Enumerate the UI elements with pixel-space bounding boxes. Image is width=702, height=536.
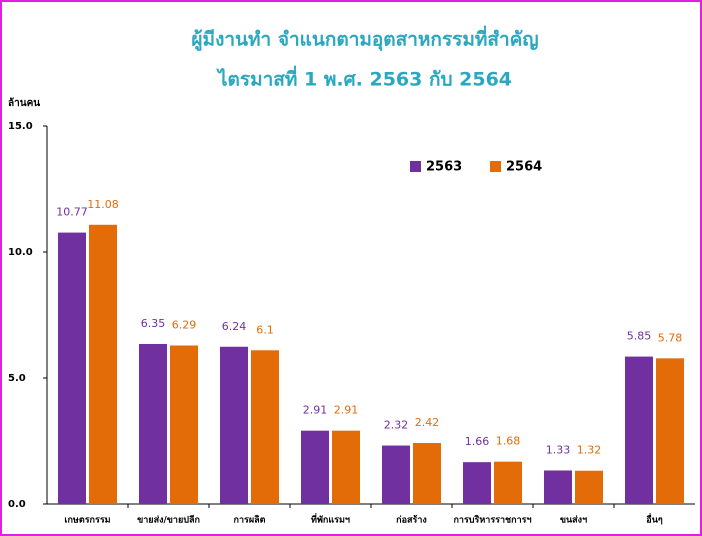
x-tick-label: การผลิต bbox=[234, 515, 266, 526]
page: {"chart_data": {"type": "bar", "title": … bbox=[0, 0, 702, 536]
bar bbox=[89, 225, 117, 504]
value-label: 1.68 bbox=[496, 435, 521, 448]
value-label: 1.32 bbox=[577, 444, 602, 457]
value-label: 5.85 bbox=[627, 330, 652, 343]
legend-swatch bbox=[490, 161, 501, 172]
x-tick-label: การบริหารราชการฯ bbox=[453, 515, 531, 526]
bar bbox=[382, 446, 410, 504]
bar bbox=[494, 462, 522, 504]
legend-swatch bbox=[410, 161, 421, 172]
y-tick-label: 10.0 bbox=[8, 247, 33, 258]
value-label: 2.91 bbox=[303, 404, 328, 417]
value-label: 6.1 bbox=[256, 323, 274, 336]
value-label: 5.78 bbox=[658, 331, 683, 344]
bar bbox=[220, 347, 248, 504]
y-axis-label: ล้านคน bbox=[8, 97, 40, 109]
bar bbox=[575, 471, 603, 504]
legend-label: 2564 bbox=[506, 160, 542, 175]
y-tick-label: 0.0 bbox=[8, 499, 26, 510]
bar bbox=[413, 443, 441, 504]
legend-label: 2563 bbox=[426, 160, 462, 175]
bar bbox=[58, 233, 86, 504]
bar bbox=[625, 357, 653, 504]
y-tick-label: 5.0 bbox=[8, 373, 26, 384]
bar bbox=[656, 358, 684, 504]
value-label: 6.24 bbox=[222, 320, 247, 333]
chart: ผู้มีงานทำ จำแนกตามอุตสาหกรรมที่สำคัญ ไต… bbox=[0, 0, 702, 536]
chart-subtitle: ไตรมาสที่ 1 พ.ศ. 2563 กับ 2564 bbox=[216, 66, 512, 91]
x-tick-label: เกษตรกรรม bbox=[64, 516, 110, 526]
bar bbox=[332, 431, 360, 504]
value-label: 1.66 bbox=[465, 435, 490, 448]
value-label: 1.33 bbox=[546, 443, 571, 456]
value-label: 11.08 bbox=[87, 198, 119, 211]
x-tick-label: ขนส่งฯ bbox=[560, 515, 587, 526]
x-tick-label: ก่อสร้าง bbox=[396, 515, 427, 526]
x-tick-label: ขายส่ง/ขายปลีก bbox=[137, 515, 200, 526]
value-label: 10.77 bbox=[56, 206, 88, 219]
value-label: 2.32 bbox=[384, 419, 409, 432]
bar bbox=[544, 470, 572, 504]
value-label: 6.35 bbox=[141, 317, 166, 330]
bar bbox=[251, 350, 279, 504]
chart-title: ผู้มีงานทำ จำแนกตามอุตสาหกรรมที่สำคัญ bbox=[191, 26, 538, 52]
bar bbox=[170, 345, 198, 504]
y-tick-label: 15.0 bbox=[8, 121, 33, 132]
bar bbox=[139, 344, 167, 504]
bar bbox=[463, 462, 491, 504]
bar bbox=[301, 431, 329, 504]
value-label: 6.29 bbox=[172, 318, 197, 331]
value-label: 2.42 bbox=[415, 416, 440, 429]
value-label: 2.91 bbox=[334, 404, 359, 417]
